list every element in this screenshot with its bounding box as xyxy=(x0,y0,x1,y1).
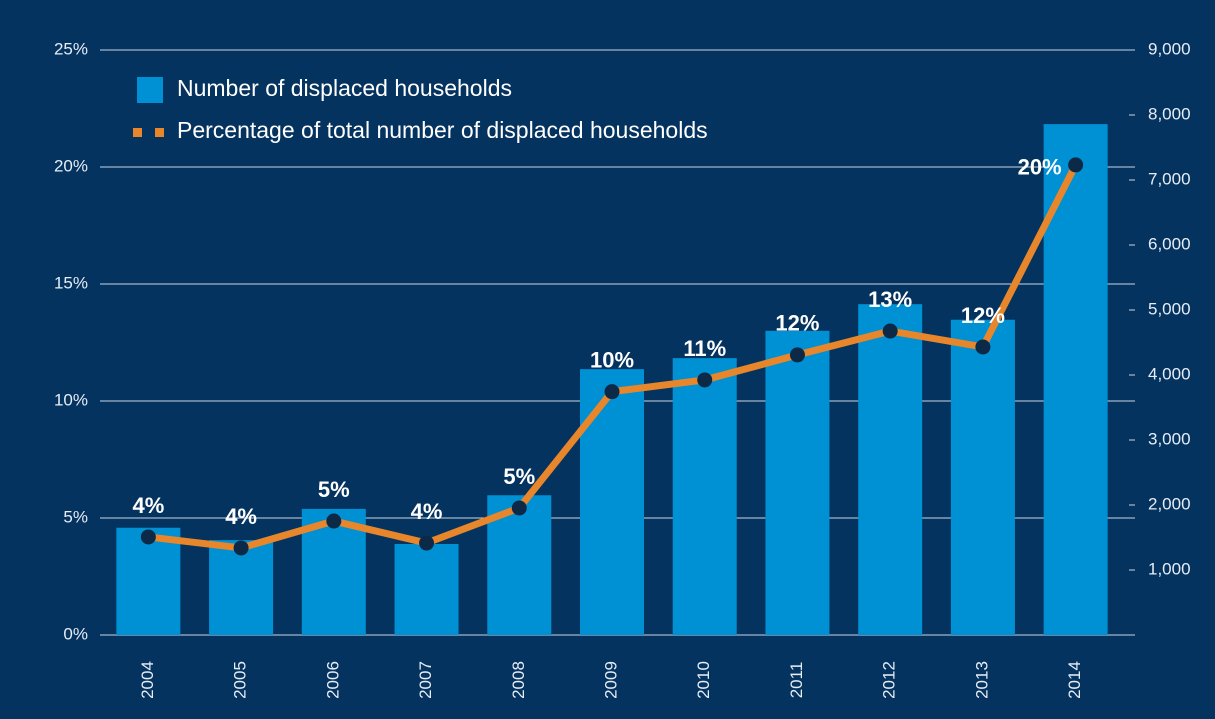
y2-tick-label: 3,000 xyxy=(1148,429,1191,448)
x-tick-label: 2006 xyxy=(323,661,342,699)
legend-swatch xyxy=(137,77,163,103)
y2-tick-label: 5,000 xyxy=(1148,299,1191,318)
marker xyxy=(697,372,713,388)
x-tick-label: 2014 xyxy=(1065,661,1084,699)
bar xyxy=(672,358,737,635)
marker xyxy=(882,323,898,339)
y-tick-label: 15% xyxy=(54,273,88,292)
bar xyxy=(394,544,459,635)
marker xyxy=(789,347,805,363)
y-tick-label: 25% xyxy=(54,39,88,58)
legend-swatch xyxy=(133,128,142,137)
bar xyxy=(858,304,923,635)
marker xyxy=(233,540,249,556)
x-tick-label: 2012 xyxy=(880,661,899,699)
x-tick-label: 2004 xyxy=(138,661,157,699)
marker xyxy=(975,339,991,355)
y2-tick-label: 1,000 xyxy=(1148,559,1191,578)
marker xyxy=(326,513,342,529)
x-tick-label: 2011 xyxy=(787,662,806,699)
x-tick-label: 2013 xyxy=(972,661,991,699)
data-label: 13% xyxy=(868,287,912,312)
x-tick-label: 2007 xyxy=(416,661,435,699)
y2-tick-label: 4,000 xyxy=(1148,364,1191,383)
data-label: 4% xyxy=(225,504,257,529)
legend-label: Number of displaced households xyxy=(177,75,512,101)
data-label: 12% xyxy=(961,303,1005,328)
bar xyxy=(580,369,644,635)
y2-tick-label: 2,000 xyxy=(1148,494,1191,513)
x-tick-label: 2009 xyxy=(601,661,620,699)
data-label: 11% xyxy=(683,336,726,361)
data-label: 12% xyxy=(775,311,819,336)
bar xyxy=(116,527,181,635)
bar xyxy=(1043,124,1108,635)
y-tick-label: 0% xyxy=(63,624,88,643)
data-label: 5% xyxy=(318,477,350,502)
legend-swatch xyxy=(155,128,164,137)
y2-tick-label: 9,000 xyxy=(1148,39,1191,58)
marker xyxy=(604,384,620,400)
y2-tick-label: 7,000 xyxy=(1148,169,1191,188)
x-tick-label: 2008 xyxy=(509,661,528,699)
data-label: 10% xyxy=(590,347,634,372)
y2-tick-label: 6,000 xyxy=(1148,234,1191,253)
y-tick-label: 20% xyxy=(54,156,88,175)
bar xyxy=(209,540,274,635)
legend-item: Percentage of total number of displaced … xyxy=(133,117,708,143)
marker xyxy=(140,529,156,545)
x-tick-label: 2005 xyxy=(231,661,250,699)
y-tick-label: 5% xyxy=(63,507,88,526)
marker xyxy=(511,500,527,516)
y2-tick-label: 8,000 xyxy=(1148,104,1191,123)
marker xyxy=(1068,157,1084,173)
bar xyxy=(950,319,1015,635)
data-label: 5% xyxy=(503,464,535,489)
bar xyxy=(765,330,830,635)
y-tick-label: 10% xyxy=(54,390,88,409)
x-tick-label: 2010 xyxy=(694,661,713,699)
legend-label: Percentage of total number of displaced … xyxy=(177,117,708,143)
data-label: 4% xyxy=(411,499,443,524)
data-label: 20% xyxy=(1018,155,1062,180)
legend-item: Number of displaced households xyxy=(137,75,512,103)
marker xyxy=(419,535,435,551)
data-label: 4% xyxy=(132,493,164,518)
